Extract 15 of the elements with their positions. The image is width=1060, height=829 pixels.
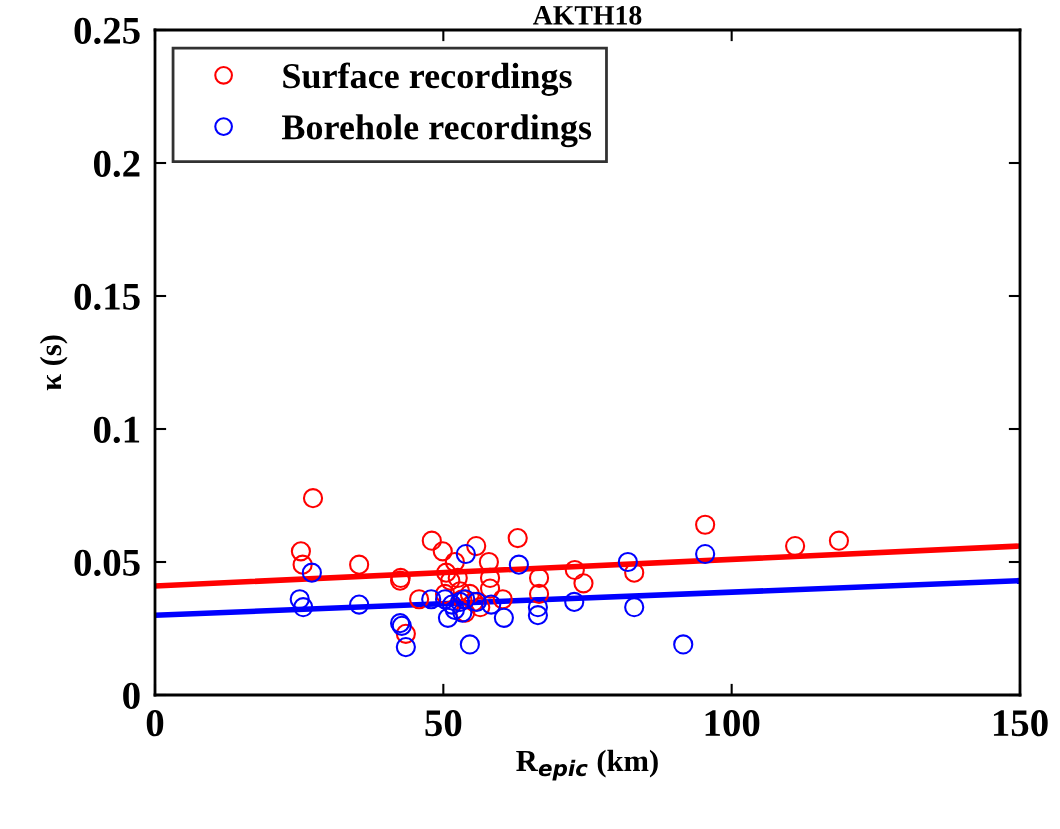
y-tick-label: 0.2 [93, 150, 140, 178]
x-tick-label: 100 [705, 710, 760, 737]
legend-label: Borehole recordings [281, 114, 592, 148]
y-tick-label: 0.05 [74, 549, 140, 577]
x-tick-label: 150 [993, 710, 1048, 737]
chart-title: AKTH18 [532, 5, 642, 25]
y-tick-label: 0.1 [93, 416, 140, 444]
y-axis-title: κ (s) [39, 335, 68, 391]
x-tick-label: 0 [146, 710, 164, 737]
y-tick-label: 0.15 [74, 283, 140, 311]
x-axis-title: R$_{epic}$ (km) [516, 749, 658, 781]
y-tick-label: 0 [123, 682, 140, 709]
legend-label: Surface recordings [283, 62, 572, 96]
x-tick-label: 50 [425, 710, 462, 737]
y-tick-label: 0.25 [74, 17, 140, 45]
